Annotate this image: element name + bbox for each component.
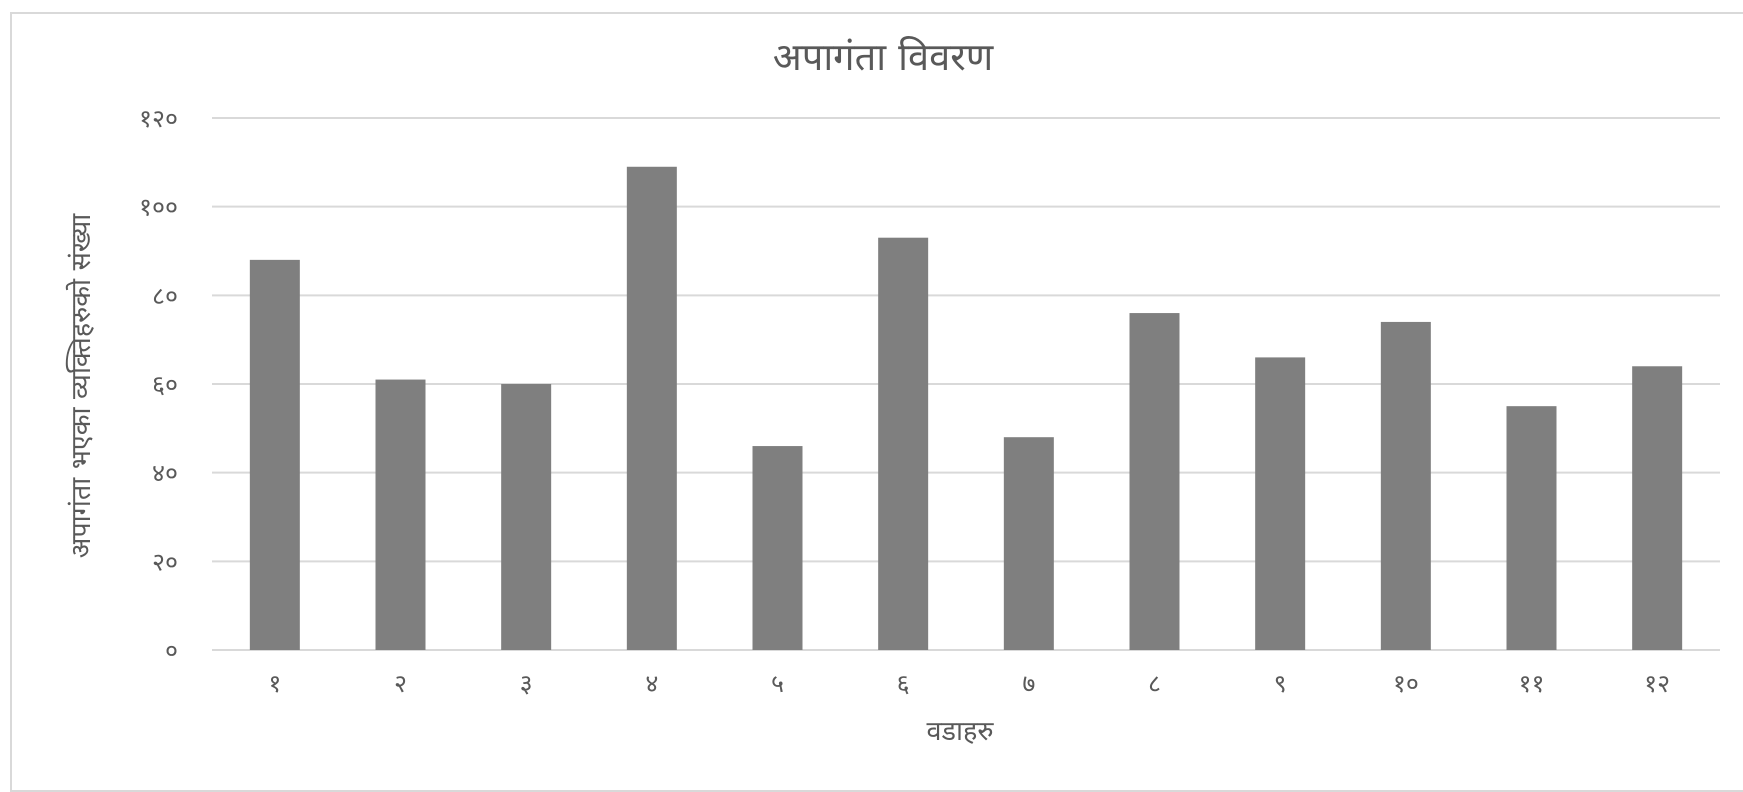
bar	[1129, 313, 1180, 650]
bar	[752, 446, 803, 650]
bar	[375, 379, 426, 650]
y-tick-label: ६०	[152, 370, 178, 399]
bar	[1506, 406, 1557, 650]
bar	[626, 166, 677, 650]
x-tick-label: ६	[897, 669, 910, 698]
y-tick-label: ८०	[152, 281, 178, 310]
x-tick-label: ५	[771, 669, 784, 698]
x-tick-label: ७	[1022, 669, 1035, 698]
chart-title: अपागंता विवरण	[773, 35, 994, 79]
bar	[1632, 366, 1683, 650]
bar	[249, 259, 300, 650]
bar	[878, 237, 929, 650]
x-tick-labels: १ २ ३ ४ ५ ६ ७ ८ ९ १० ११ १२	[268, 669, 1670, 698]
y-tick-label: १००	[139, 193, 178, 222]
bars	[249, 166, 1683, 650]
y-tick-label: ०	[165, 636, 178, 665]
bar	[1003, 437, 1054, 650]
bar	[1255, 357, 1306, 650]
x-tick-label: ११	[1518, 669, 1544, 698]
bar	[1380, 321, 1431, 650]
y-tick-label: १२०	[139, 104, 178, 133]
x-tick-label: ९	[1274, 669, 1287, 698]
x-tick-label: ४	[645, 669, 658, 698]
y-axis-label: अपागंता भएका व्यक्तिहरुको संख्या	[65, 213, 97, 559]
y-tick-label: ४०	[152, 459, 178, 488]
bar	[501, 384, 552, 650]
x-tick-label: ८	[1148, 669, 1161, 698]
gridlines	[212, 117, 1720, 651]
x-tick-label: २	[394, 669, 407, 698]
y-tick-label: २०	[152, 547, 178, 576]
y-tick-labels: ० २० ४० ६० ८० १०० १२०	[139, 104, 178, 665]
x-axis-label: वडाहरु	[927, 716, 995, 747]
x-tick-label: १०	[1393, 669, 1419, 698]
x-tick-label: १२	[1644, 669, 1670, 698]
x-tick-label: ३	[520, 669, 533, 698]
x-tick-label: १	[268, 669, 281, 698]
